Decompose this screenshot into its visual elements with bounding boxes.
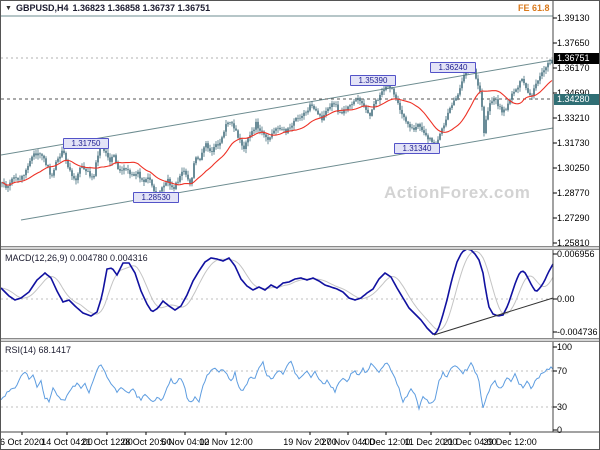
price-axis-label: 1.36170 [557,63,590,73]
rsi-pane [1,360,554,411]
chart-title-bar: ▼ GBPUSD,H4 1.36823 1.36858 1.36737 1.36… [5,3,210,13]
swing-point-label: 1.28530 [133,192,179,203]
price-axis-label: 1.33210 [557,113,590,123]
swing-point-label: 1.35390 [350,75,396,86]
time-axis-label: 19 Nov 20:00 [283,437,337,447]
rsi-axis-label: 100 [557,342,573,352]
symbol-label: GBPUSD,H4 [15,3,69,13]
price-axis-label: 1.37650 [557,38,590,48]
candlestick-series [1,58,553,201]
fibonacci-extension-label: FE 61.8 [518,3,550,13]
ohlc-values: 1.36823 1.36858 1.36737 1.36751 [72,3,211,13]
rsi-axis-label: 0 [557,425,563,435]
rsi-axis-label: 30 [557,402,568,412]
price-axis-label: 1.39130 [557,13,590,23]
macd-indicator-label: MACD(12,26,9) 0.004780 0.004316 [5,253,148,263]
moving-average-line [1,80,553,186]
pane-splitter-rsi[interactable] [1,338,599,342]
current-price-badge: 1.36751 [554,52,599,64]
macd-axis-label: -0.004736 [557,327,598,337]
time-axis-label: 5 Nov 04:00 [160,437,210,447]
time-axis-label: 21 Oct 12:00 [81,437,133,447]
time-axis-label: 11 Dec 20:00 [404,437,458,447]
pane-borders [1,1,599,435]
swing-point-label: 1.31340 [394,143,440,154]
swing-point-label: 1.31750 [63,138,109,149]
price-axis-label: 1.31730 [557,138,590,148]
symbol-dropdown-icon[interactable]: ▼ [5,4,12,12]
time-axis-label: 6 Oct 2020 [0,437,45,447]
watermark: ActionForex.com [384,183,531,202]
macd-axis-label: 0.00 [557,294,575,304]
price-axis-label: 1.34690 [557,88,599,98]
time-axis-label: 14 Oct 04:00 [41,437,93,447]
time-axis-label: 21 Dec 04:00 [443,437,497,447]
price-axis-label: 1.25810 [557,238,590,248]
price-axis-label: 1.30250 [557,163,590,173]
level-price-badge: 1.34280 [554,93,599,105]
macd-axis-label: 0.006956 [557,249,595,259]
time-axis-label: 12 Nov 12:00 [199,437,253,447]
macd-pane [1,248,554,336]
price-axis-label: 1.28770 [557,188,590,198]
rsi-axis-label: 70 [557,366,568,376]
time-axis-label: 29 Dec 12:00 [483,437,537,447]
pane-splitter-macd[interactable] [1,246,599,250]
time-axis-label: 27 Nov 04:00 [321,437,375,447]
rsi-indicator-label: RSI(14) 68.1417 [5,345,72,355]
time-axis-label: 4 Dec 12:00 [361,437,411,447]
swing-point-label: 1.36240 [430,62,476,73]
price-axis-label: 1.27290 [557,213,590,223]
time-axis-label: 28 Oct 20:00 [120,437,172,447]
